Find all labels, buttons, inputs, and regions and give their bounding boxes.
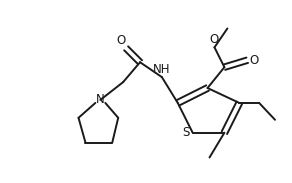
Text: S: S	[182, 126, 190, 139]
Text: O: O	[249, 54, 258, 67]
Text: NH: NH	[153, 63, 171, 76]
Text: N: N	[96, 94, 105, 107]
Text: O: O	[116, 34, 125, 47]
Text: O: O	[210, 33, 219, 46]
